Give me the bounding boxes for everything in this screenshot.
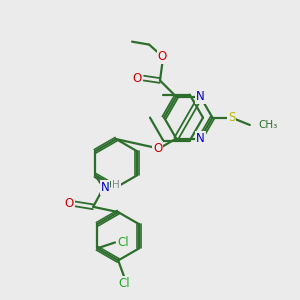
Text: O: O (64, 197, 74, 210)
Text: Cl: Cl (118, 277, 130, 290)
Text: Cl: Cl (117, 236, 129, 249)
Text: H: H (112, 180, 120, 190)
Text: O: O (133, 72, 142, 85)
Text: N: N (196, 132, 205, 145)
Text: O: O (153, 142, 162, 155)
Text: CH₃: CH₃ (258, 120, 277, 130)
Text: S: S (228, 111, 235, 124)
Text: N: N (196, 90, 205, 103)
Text: O: O (158, 50, 167, 63)
Text: N: N (100, 181, 109, 194)
